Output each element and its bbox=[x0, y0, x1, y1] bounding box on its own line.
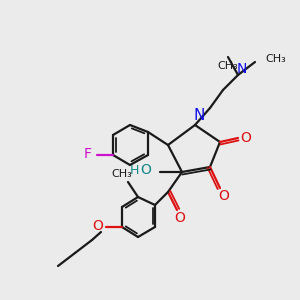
Text: O: O bbox=[241, 131, 251, 145]
Text: F: F bbox=[84, 147, 92, 161]
Text: N: N bbox=[237, 62, 247, 76]
Text: O: O bbox=[219, 189, 230, 203]
Text: O: O bbox=[93, 219, 104, 233]
Text: CH₃: CH₃ bbox=[265, 54, 286, 64]
Text: H: H bbox=[129, 164, 139, 176]
Text: O: O bbox=[175, 211, 185, 225]
Text: CH₃: CH₃ bbox=[218, 61, 239, 71]
Text: N: N bbox=[193, 109, 205, 124]
Text: O: O bbox=[141, 163, 152, 177]
Text: CH₃: CH₃ bbox=[112, 169, 132, 179]
